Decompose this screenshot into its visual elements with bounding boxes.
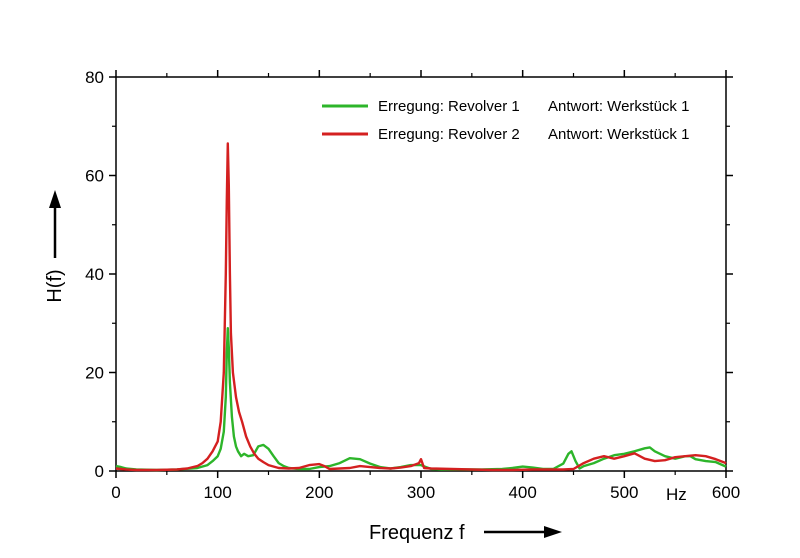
x-tick-label: 0 — [111, 483, 120, 502]
axis-ticks — [109, 70, 733, 478]
legend-response-revolver-1: Antwort: Werkstück 1 — [548, 98, 689, 115]
x-tick-label: 100 — [203, 483, 231, 502]
legend-label-revolver-2: Erregung: Revolver 2 — [378, 126, 520, 143]
x-tick-label: 400 — [508, 483, 536, 502]
series-lines — [115, 142, 727, 472]
legend-label-revolver-1: Erregung: Revolver 1 — [378, 98, 520, 115]
axis-tick-labels: 0 100 200 300 400 500 600 0 20 40 60 80 — [85, 68, 740, 502]
legend: Erregung: Revolver 1 Antwort: Werkstück … — [322, 98, 689, 143]
x-axis-title: Frequenz f — [369, 522, 465, 544]
y-tick-label: 0 — [95, 462, 104, 481]
x-tick-label: 500 — [610, 483, 638, 502]
x-tick-label: 200 — [305, 483, 333, 502]
x-tick-label: 600 — [712, 483, 740, 502]
x-axis-arrow-icon — [484, 526, 562, 538]
y-axis-arrow-icon — [49, 190, 61, 258]
y-tick-label: 80 — [85, 68, 104, 87]
y-tick-label: 60 — [85, 167, 104, 186]
x-unit-label: Hz — [666, 485, 687, 504]
y-tick-label: 20 — [85, 364, 104, 383]
series-line-revolver-2 — [115, 142, 727, 472]
legend-response-revolver-2: Antwort: Werkstück 1 — [548, 126, 689, 143]
y-axis-title: H(f) — [44, 269, 66, 302]
y-tick-label: 40 — [85, 265, 104, 284]
x-tick-label: 300 — [407, 483, 435, 502]
series-line-revolver-1 — [115, 327, 727, 472]
